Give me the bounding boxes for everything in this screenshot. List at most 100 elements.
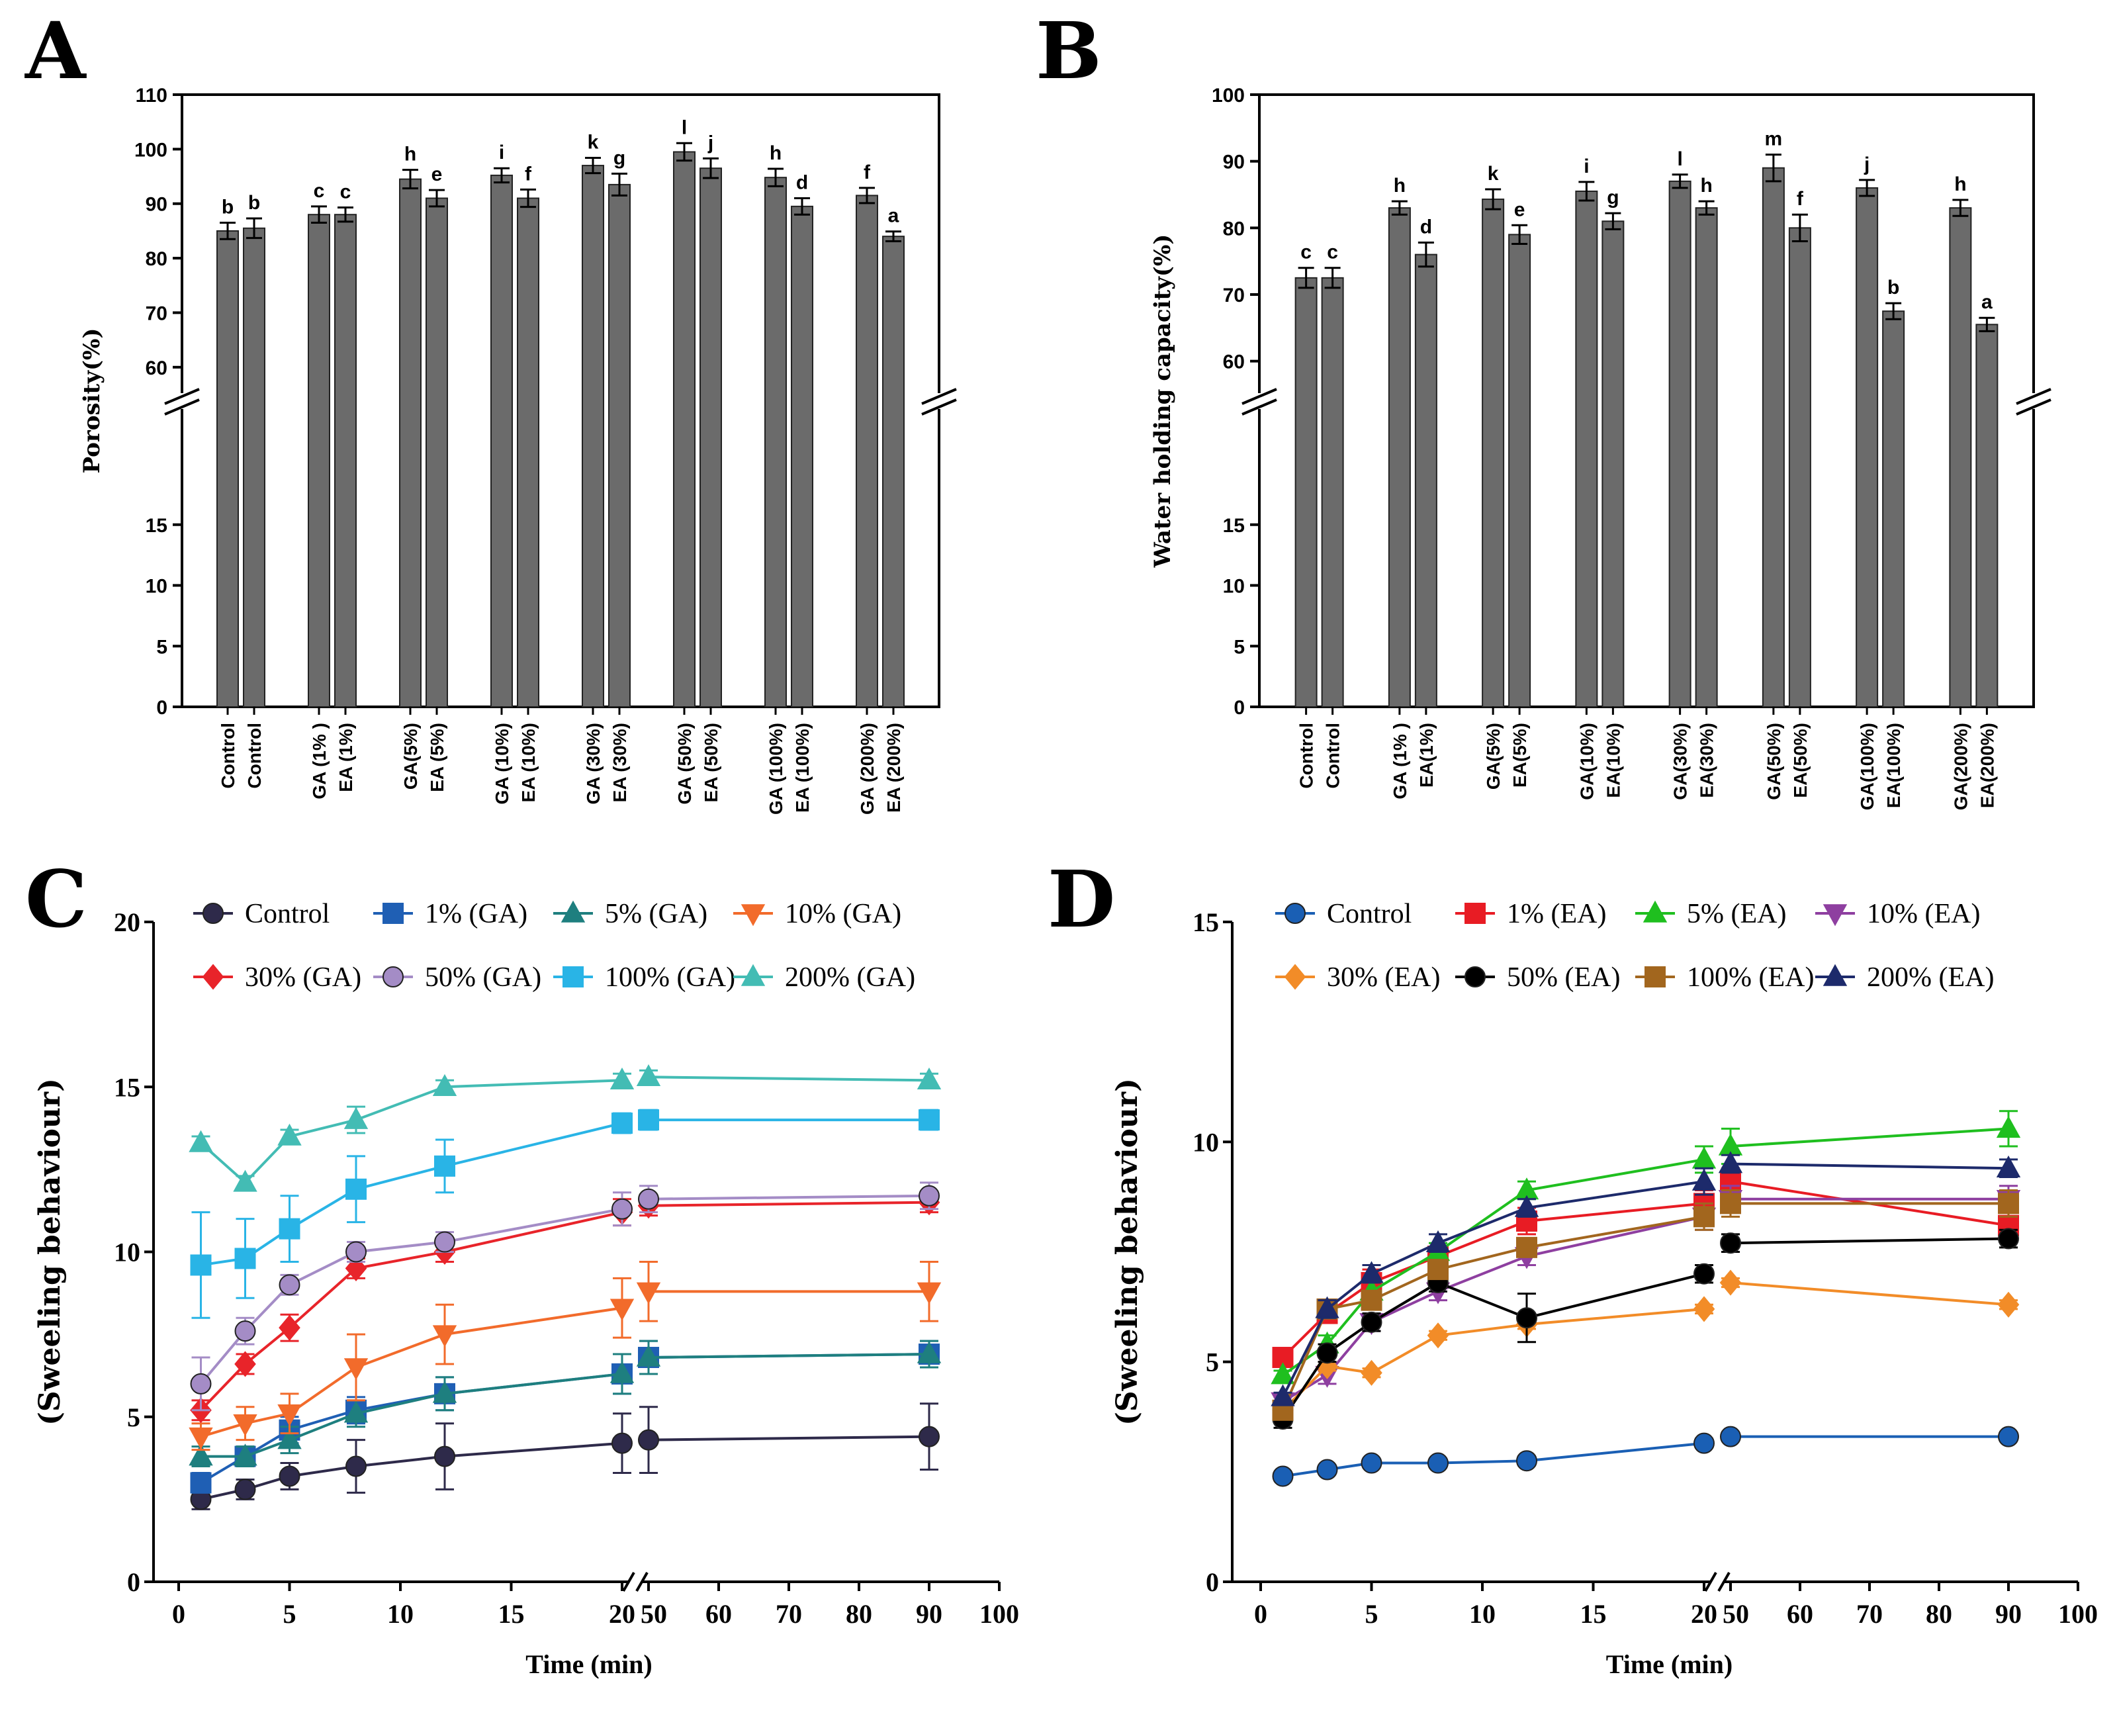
x-tick-label: 70 [776,1599,802,1629]
data-point [432,1325,457,1348]
legend-marker [203,903,224,924]
y-axis-label: Porosity(%) [79,328,105,474]
bar [1601,220,1625,708]
break-mark-right-bottom [921,398,957,416]
legend-marker [383,966,404,987]
data-point [279,1465,300,1487]
series-2 [1271,1110,2021,1385]
significance-letter: h [1394,175,1406,197]
legend-marker [561,900,586,923]
x-tick-label: 90 [1995,1599,2022,1629]
bar [764,177,787,708]
significance-letter: d [1420,216,1432,238]
y-tick-label: 110 [136,85,167,107]
y-tick-label: 15 [146,515,167,537]
data-point [233,1443,257,1466]
legend-label: Control [1327,899,1412,929]
series-7 [1271,1151,2021,1406]
data-point [233,1169,257,1192]
x-category-label: EA (5%) [427,723,447,792]
bar [1695,207,1718,708]
data-point [1516,1236,1537,1258]
break-mark-left-top [164,388,200,405]
significance-letter: l [1677,148,1682,170]
data-point [609,1067,635,1090]
series-line [1283,1441,1705,1478]
x-category-label: EA(5%) [1509,723,1530,788]
x-break-mark-right [1717,1572,1731,1592]
data-point [917,1282,942,1304]
y-tick-label: 10 [1193,1127,1219,1157]
x-category-label: GA(10%) [1576,723,1597,800]
series-line [200,1211,623,1412]
series-line [200,1306,623,1438]
x-tick-label: 80 [846,1599,872,1629]
x-tick-label: 15 [498,1599,525,1629]
bar [882,236,905,708]
data-point [636,1282,661,1304]
legend-marker [1464,903,1486,924]
y-axis-label: Water holding capacity(%) [1149,234,1176,569]
y-tick-label: 70 [146,302,167,324]
x-category-label: GA(5%) [400,723,421,790]
series-3 [1271,1185,2021,1414]
x-category-label: EA (10%) [518,723,539,802]
data-point [1425,1230,1451,1252]
y-tick-label: 0 [1234,697,1245,719]
y-tick-label: 60 [1223,351,1245,373]
data-point [189,1130,213,1152]
data-point [1719,1269,1742,1296]
bar [1388,207,1411,708]
bar [699,167,722,708]
x-tick-label: 60 [705,1599,732,1629]
legend-label: 100% (EA) [1687,962,1814,993]
x-tick-label: 50 [1723,1599,1749,1629]
y-tick-label: 20 [114,907,140,937]
x-category-label: GA(30%) [1670,723,1691,800]
bar [1788,227,1811,708]
y-tick-label: 70 [1223,285,1245,306]
legend-marker [563,966,584,987]
x-category-label: EA (100%) [792,723,813,813]
x-axis-label: Time (min) [525,1649,652,1679]
series-line [201,1372,623,1458]
data-point [233,1414,257,1437]
series-line [1730,1281,2009,1306]
bar [1668,180,1691,708]
legend-marker [1464,966,1486,987]
x-category-label: Control [244,723,265,789]
series-line [1730,1162,2009,1170]
series-0 [190,1402,940,1510]
legend-marker [383,903,404,924]
y-tick-label: 5 [1234,636,1245,658]
x-category-label: GA (10%) [492,723,512,804]
data-point [1720,1193,1741,1214]
series-2 [189,1340,942,1468]
x-break-mark-left [622,1572,635,1592]
y-tick-label: 90 [146,194,167,216]
break-mark-left-top [1241,388,1277,405]
x-tick-label: 60 [1787,1599,1813,1629]
significance-letter: a [1981,291,1993,313]
bar [216,230,239,708]
x-category-label: GA (30%) [583,723,604,804]
data-point [234,1351,256,1377]
significance-letter: g [1607,187,1619,208]
y-tick-label: 5 [127,1402,140,1432]
x-tick-label: 100 [979,1599,1019,1629]
significance-letter: e [1514,199,1525,220]
series-4 [190,1189,940,1424]
bar [673,151,696,708]
x-category-label: EA (200%) [883,723,904,813]
break-mark-left-bottom [1241,398,1277,416]
bar [1949,207,1972,708]
significance-letter: b [248,192,260,214]
data-point [1691,1146,1717,1169]
x-tick-label: 80 [1926,1599,1952,1629]
data-point [636,1344,661,1367]
x-tick-label: 70 [1856,1599,1883,1629]
legend-marker [1644,966,1666,987]
x-category-label: GA(5%) [1483,723,1504,790]
